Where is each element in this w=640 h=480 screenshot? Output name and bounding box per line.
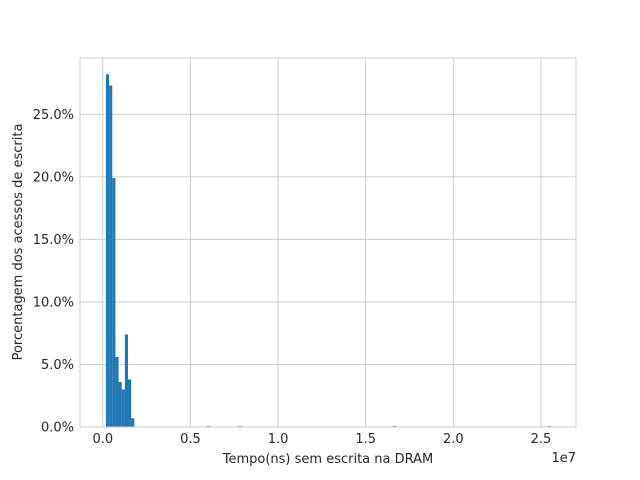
plot-area <box>80 58 576 427</box>
x-tick-label: 0.5 <box>180 432 201 447</box>
x-tick-label: 1.0 <box>268 432 289 447</box>
y-axis-label: Porcentagem dos acessos de escrita <box>11 124 26 361</box>
histogram-bar <box>105 74 110 427</box>
histogram-bar <box>109 85 113 427</box>
x-tick-label: 1.5 <box>355 432 376 447</box>
histogram-bar <box>121 389 125 427</box>
x-tick-label: 2.0 <box>443 432 464 447</box>
x-tick-labels: 0.0 0.5 1.0 1.5 2.0 2.5 <box>92 432 551 447</box>
y-tick-label: 20.0% <box>33 170 74 185</box>
x-tick-label: 2.5 <box>531 432 552 447</box>
histogram-bar <box>124 334 129 427</box>
histogram-bar <box>393 425 397 427</box>
y-tick-label: 15.0% <box>33 233 74 248</box>
y-tick-label: 25.0% <box>33 108 74 123</box>
grid-lines <box>80 58 576 428</box>
plot-frame <box>79 57 577 428</box>
y-tick-label: 0.0% <box>41 421 74 436</box>
y-tick-label: 10.0% <box>33 295 74 310</box>
x-axis-offset: 1e7 <box>551 451 576 466</box>
histogram-bar <box>131 418 135 427</box>
y-tick-label: 5.0% <box>41 358 74 373</box>
histogram-bar <box>118 381 122 427</box>
y-tick-labels: 0.0% 5.0% 10.0% 15.0% 20.0% 25.0% <box>33 108 74 436</box>
x-tick-label: 0.0 <box>92 432 113 447</box>
bars <box>105 74 551 427</box>
histogram-bar <box>206 425 211 427</box>
x-axis-label: Tempo(ns) sem escrita na DRAM <box>222 452 434 467</box>
histogram-bar <box>115 356 119 427</box>
histogram-bar <box>112 178 116 427</box>
histogram-bar <box>547 425 551 427</box>
histogram-bar <box>128 379 132 427</box>
histogram-bar <box>238 425 242 427</box>
